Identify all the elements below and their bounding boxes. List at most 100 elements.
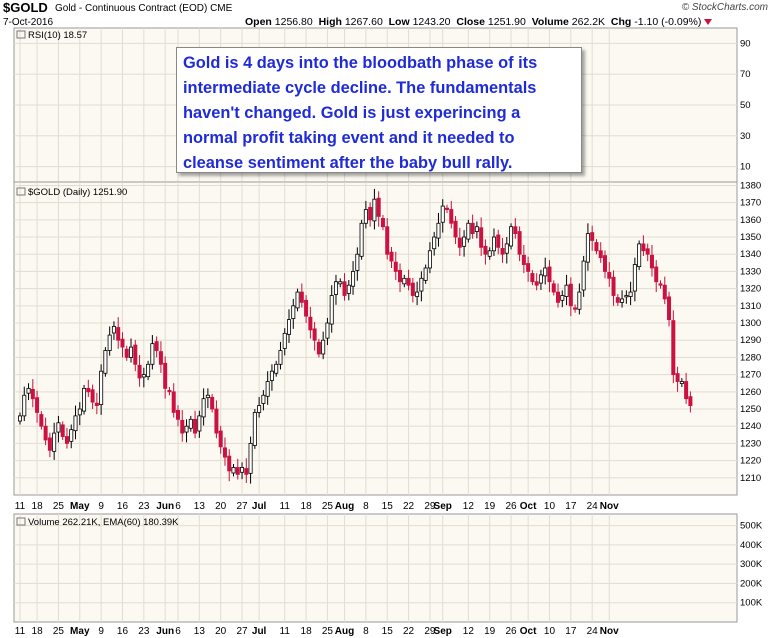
candle-body [444,207,449,210]
candle-body [124,348,129,358]
x-tick-label: 25 [53,626,65,637]
candle-body [158,351,163,365]
x-tick-label: 19 [484,501,496,512]
x-tick-label: 17 [565,626,577,637]
x-tick-label: 11 [280,626,291,637]
candle-body [133,344,138,365]
candle-body [248,443,253,474]
candle-body [641,243,646,252]
candle-body [620,298,625,303]
ohlc-summary: Open 1256.80 High 1267.60 Low 1243.20 Cl… [245,16,713,28]
candle-body [90,389,95,403]
candle-body [427,250,432,269]
price-grid [14,182,737,495]
candle-body [667,296,672,320]
candle-body [342,281,347,296]
candle-body [466,222,471,240]
candle-body [602,255,607,272]
x-tick-label: 15 [382,626,394,637]
chg-label: Chg [610,16,632,28]
candle-body [333,281,338,295]
open-label: Open [245,16,272,28]
x-tick-label: 9 [98,501,104,512]
x-tick-label: 25 [53,501,65,512]
candle-body [684,381,689,400]
x-tick-label: 10 [544,626,556,637]
candle-body [146,363,151,378]
candle-body [201,398,206,418]
candle-body [227,455,232,472]
candle-body [611,276,616,296]
x-tick-label: 10 [544,501,556,512]
x-tick-label: May [70,626,90,637]
candle-body [658,283,663,286]
close-value: 1251.90 [487,16,526,28]
candle-body [235,467,240,475]
candle-body [632,264,637,292]
volume-label: Volume [531,16,569,28]
candle-body [380,218,385,228]
candle-body [645,248,650,255]
candle-body [560,295,565,301]
candle-body [188,418,193,429]
candle-body [474,226,479,232]
x-tick-label: 18 [301,501,313,512]
x-tick-label: 27 [236,626,248,637]
candle-body [376,197,381,217]
candle-body [312,328,317,341]
x-tick-label: 26 [505,501,517,512]
rsi-legend: RSI(10) 18.57 [28,30,87,41]
low-value: 1243.20 [412,16,451,28]
candle-body [214,408,219,434]
candle-body [521,254,526,265]
candle-body [197,415,202,432]
exchange-label: CME [210,3,233,14]
x-tick-label: 11 [15,626,26,637]
candle-body [304,299,309,317]
candle-body [210,396,215,410]
candle-body [577,291,582,310]
candle-body [491,236,496,252]
candle-body [77,408,82,416]
candle-body [39,414,44,427]
candle-body [244,468,249,475]
price-y-axis: 1210 1220 1230 1240 1250 1260 1270 1280 1290 1300… [740,180,761,483]
candle-body [43,425,48,441]
x-tick-label: Aug [335,626,354,637]
x-tick-label: 22 [403,501,415,512]
symbol-title: $GOLD [3,0,48,15]
candle-body [436,222,441,239]
candle-body [538,274,543,284]
rsi-tick-label: 50 [740,100,751,111]
close-label: Close [456,16,485,28]
x-tick-label: 20 [215,501,227,512]
candle-body [287,319,292,335]
candle-body [385,226,390,255]
x-tick-label: Jun [156,501,174,512]
x-tick-label: 23 [138,626,150,637]
watermark: © StockCharts.com [681,2,768,13]
volume-tick-label: 300K [740,559,763,570]
candle-body [496,234,501,248]
candle-body [120,338,125,348]
candle-body [675,373,680,382]
candle-body [607,272,612,279]
price-tick-label: 1340 [740,249,761,260]
candle-body [274,363,279,374]
candle-body [547,266,552,283]
x-tick-label: 26 [505,626,517,637]
price-tick-label: 1380 [740,180,761,191]
rsi-tick-label: 30 [740,131,751,142]
chg-value: -1.10 (-0.09%) [634,16,702,28]
x-tick-label: 6 [175,501,181,512]
candle-body [338,281,343,285]
candle-body [526,263,531,272]
price-panel [13,181,738,496]
candle-body [73,415,78,432]
candle-body [299,291,304,303]
x-tick-label: 16 [117,626,129,637]
date-axis-bottom: 11 18 25 May 9 16 23 Jun 6 13 20 27 Jul 11 18 25 Aug 8 15 2… [15,626,619,637]
price-legend: $GOLD (Daily) 1251.90 [28,187,127,198]
candle-body [530,273,535,283]
candle-body [517,231,522,255]
